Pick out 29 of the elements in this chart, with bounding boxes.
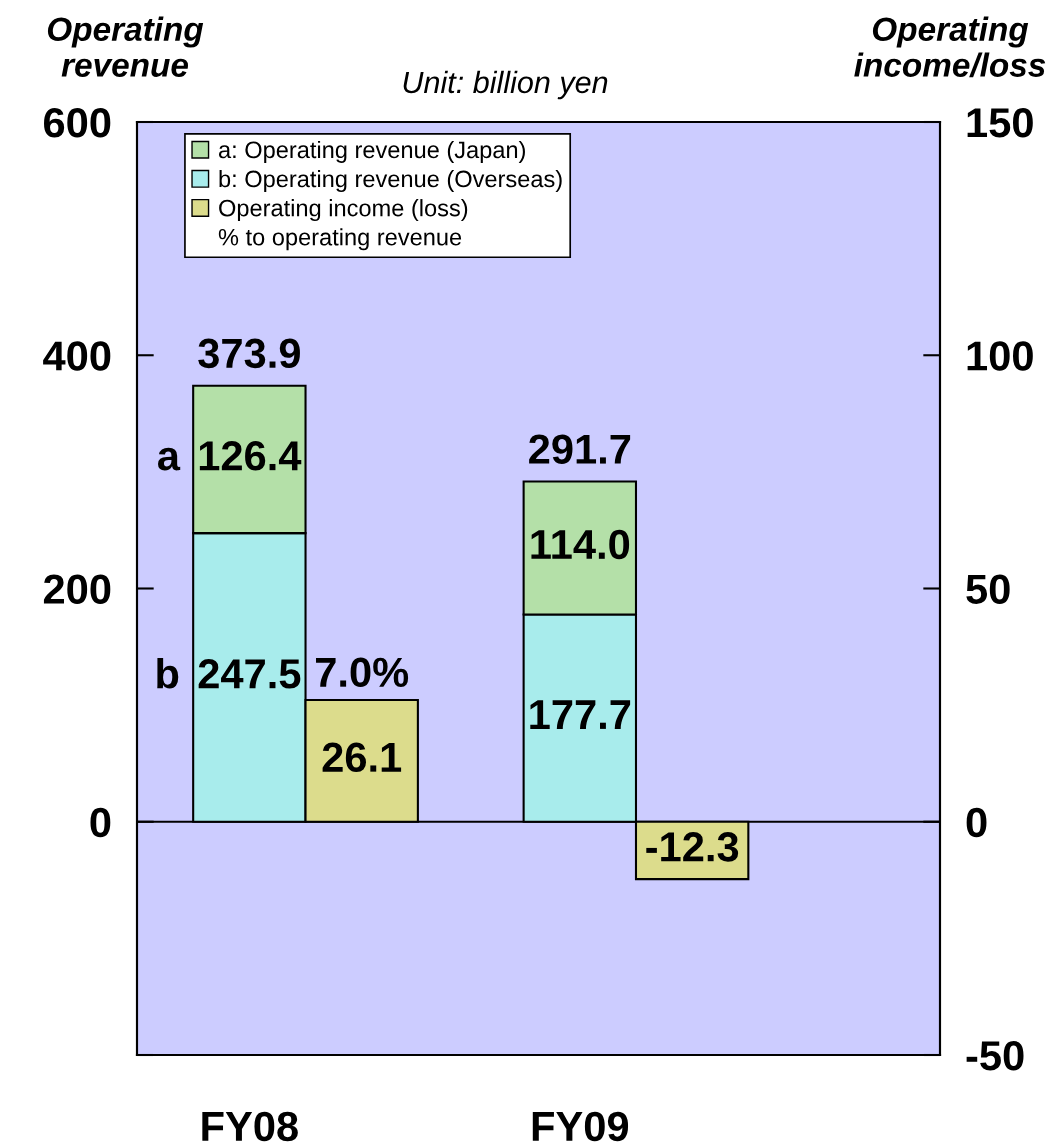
legend-label: a: Operating revenue (Japan)	[219, 140, 525, 163]
y2-tick-label: 0	[966, 807, 987, 838]
legend-label: Operating income (loss)	[219, 199, 468, 222]
y-tick-label: 200	[43, 574, 111, 605]
annotation: 7.0%	[316, 657, 409, 688]
y2-tick-label: 100	[967, 341, 1033, 371]
y-tick-label: 600	[44, 108, 111, 138]
data-label: 126.4	[199, 441, 302, 471]
y-tick-label: 400	[43, 341, 111, 371]
data-label: 247.5	[198, 659, 301, 689]
y2-tick-label: 150	[967, 108, 1033, 138]
x-tick-label: FY09	[532, 1111, 629, 1142]
legend-label: b: Operating revenue (Overseas)	[219, 169, 562, 192]
text: Unit: billion yen	[403, 70, 608, 100]
annotation: a	[158, 447, 181, 471]
total-label: 291.7	[529, 434, 631, 464]
total-label: 373.9	[198, 338, 300, 369]
y2-tick-label: -50	[966, 1041, 1024, 1071]
data-label: 26.1	[322, 742, 402, 773]
y-tick-label: 0	[90, 807, 111, 838]
data-label: -12.3	[646, 832, 739, 862]
annotation: b	[157, 658, 179, 689]
annotation: % to operating revenue	[218, 228, 462, 251]
y2-axis-title: Operating income/loss	[854, 16, 1046, 78]
y-axis-title: Operating revenue	[47, 16, 204, 77]
data-label: 177.7	[530, 700, 631, 729]
data-label: 114.0	[531, 529, 630, 560]
x-tick-label: FY08	[202, 1111, 298, 1142]
y2-tick-label: 50	[966, 574, 1010, 605]
